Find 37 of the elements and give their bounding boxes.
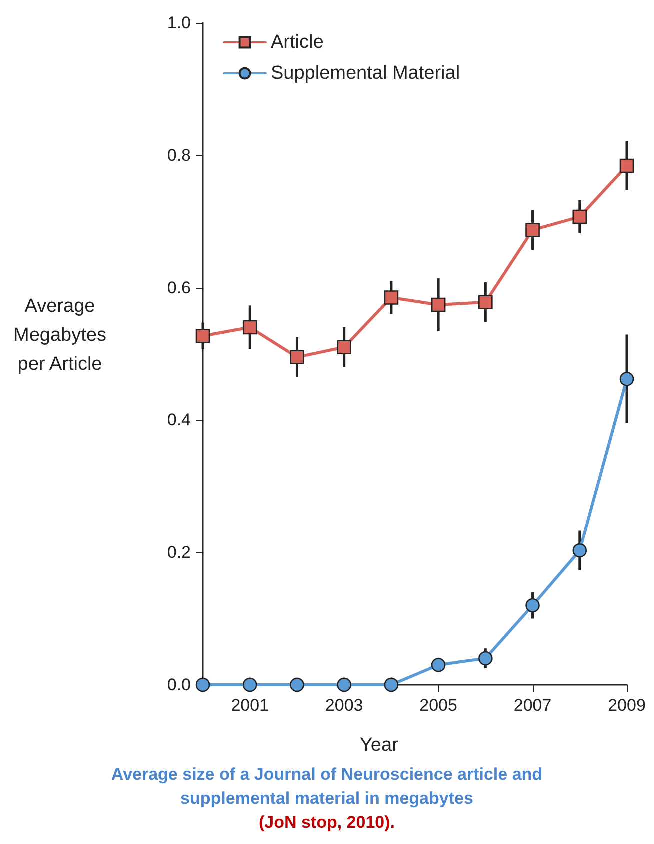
- x-tick-label: 2003: [325, 696, 364, 715]
- y-tick-label: 0.6: [167, 278, 191, 298]
- point: [572, 210, 588, 224]
- point: [242, 678, 258, 692]
- text: Average size of a Journal of Neuroscience article and supplemental material in megabytes: [110, 764, 544, 810]
- x-tick-label: 2009: [608, 696, 646, 715]
- point: [431, 658, 446, 672]
- point: [526, 598, 540, 613]
- point: [337, 340, 352, 355]
- point: [431, 298, 446, 312]
- y-axis-title: Average Megabytes per Article: [12, 295, 108, 377]
- y-tick-label: 0.8: [167, 146, 191, 165]
- y-tick-label: 0.4: [167, 410, 191, 430]
- point: [196, 678, 210, 692]
- point: [384, 678, 399, 692]
- point: [620, 372, 634, 386]
- point: [384, 290, 399, 305]
- point: [478, 295, 493, 310]
- x-tick-label: 2001: [231, 696, 270, 715]
- x-tick-label: 2005: [420, 696, 458, 715]
- y-tick-label: 0.0: [167, 676, 191, 694]
- point: [526, 223, 540, 238]
- point: [290, 678, 304, 692]
- point: [478, 651, 493, 666]
- point: [196, 328, 210, 344]
- point: [337, 678, 352, 692]
- text: (JoN stop, 2010).: [258, 812, 396, 834]
- point: [290, 350, 304, 364]
- y-tick-label: 1.0: [167, 14, 191, 32]
- x-tick-label: 2007: [514, 696, 552, 715]
- y-tick-label: 0.2: [167, 543, 191, 562]
- legend-label: Supplemental Material: [271, 63, 460, 84]
- x-axis-title: Year: [360, 735, 398, 757]
- point: [242, 320, 258, 335]
- point: [572, 543, 588, 558]
- point: [620, 158, 634, 174]
- legend-label: Article: [271, 32, 324, 53]
